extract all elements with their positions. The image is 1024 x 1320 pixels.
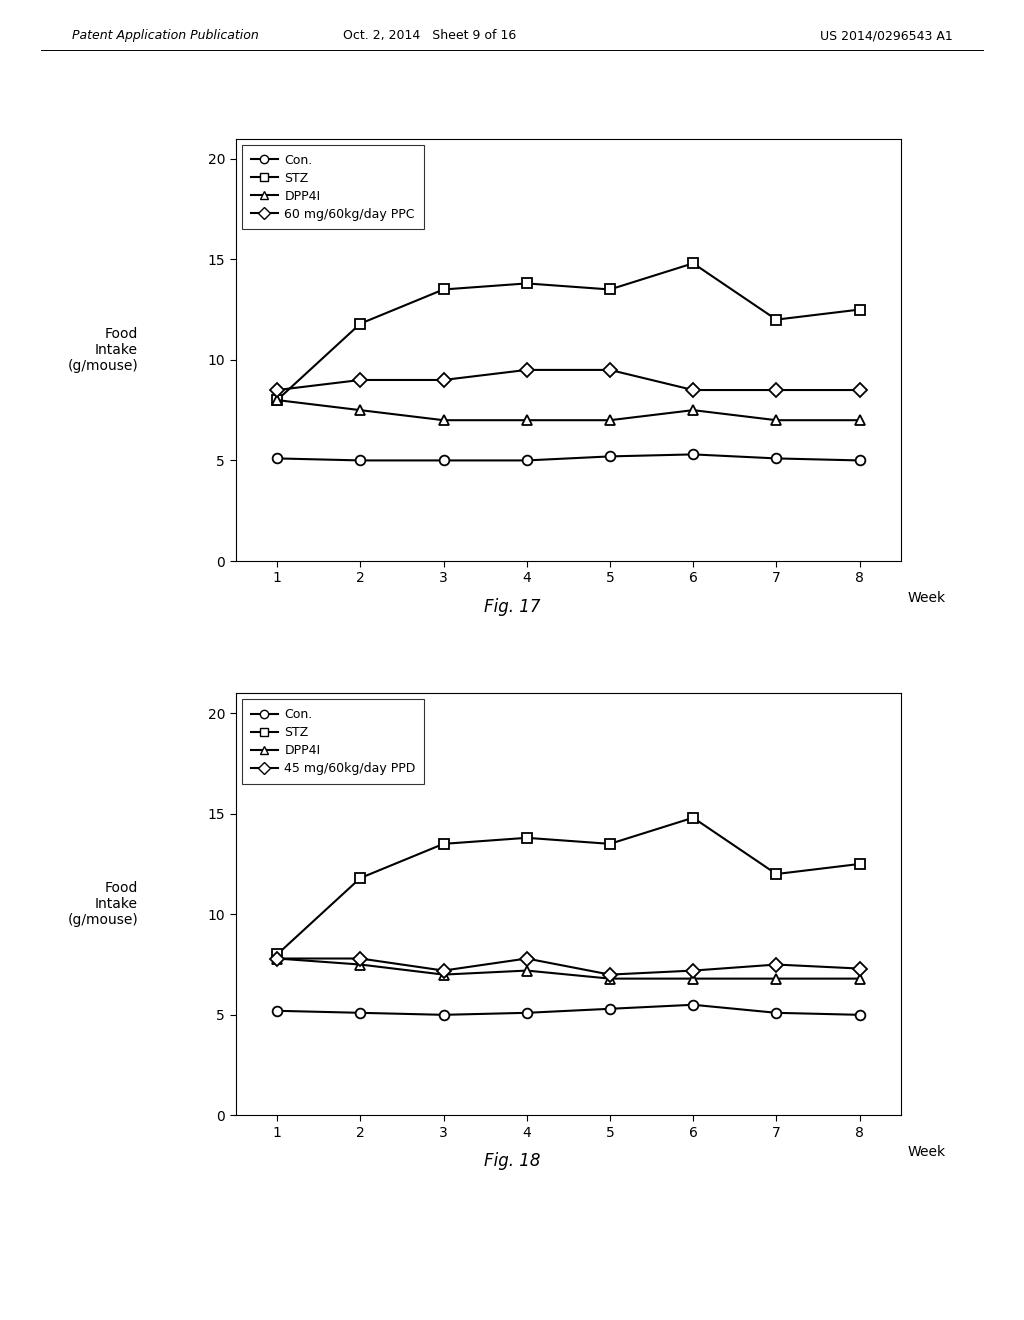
Legend: Con., STZ, DPP4I, 45 mg/60kg/day PPD: Con., STZ, DPP4I, 45 mg/60kg/day PPD: [242, 700, 424, 784]
Legend: Con., STZ, DPP4I, 60 mg/60kg/day PPC: Con., STZ, DPP4I, 60 mg/60kg/day PPC: [242, 145, 424, 230]
Text: Fig. 18: Fig. 18: [483, 1152, 541, 1171]
Y-axis label: Food
Intake
(g/mouse): Food Intake (g/mouse): [68, 326, 138, 374]
Y-axis label: Food
Intake
(g/mouse): Food Intake (g/mouse): [68, 880, 138, 928]
Text: Week: Week: [908, 590, 946, 605]
Text: Fig. 17: Fig. 17: [483, 598, 541, 616]
Text: Oct. 2, 2014   Sheet 9 of 16: Oct. 2, 2014 Sheet 9 of 16: [343, 29, 517, 42]
Text: Patent Application Publication: Patent Application Publication: [72, 29, 258, 42]
Text: US 2014/0296543 A1: US 2014/0296543 A1: [819, 29, 952, 42]
Text: Week: Week: [908, 1144, 946, 1159]
